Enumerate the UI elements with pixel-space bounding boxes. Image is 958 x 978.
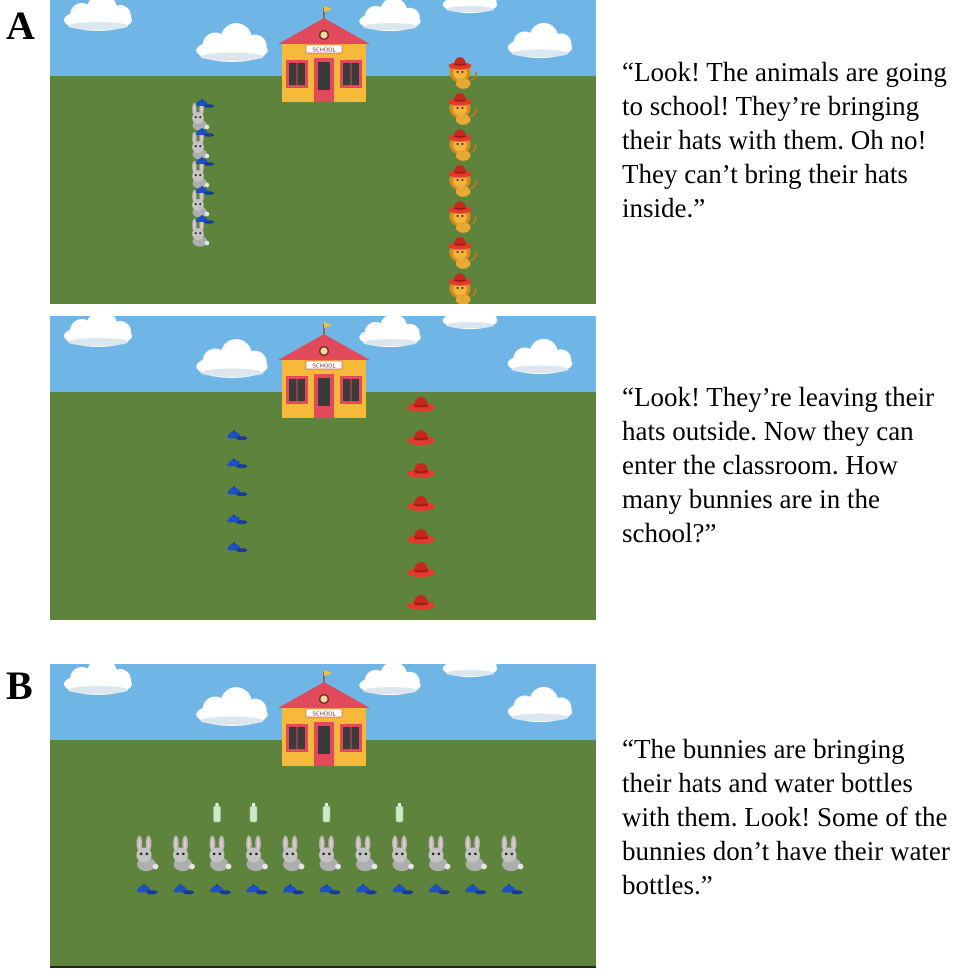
bunny-icon: [282, 835, 305, 872]
cloud: [507, 686, 573, 723]
cloud: [64, 316, 132, 347]
blue-cap-icon: [227, 542, 248, 553]
red-hat-icon: [448, 165, 472, 178]
red-hat-icon: [448, 237, 472, 250]
bunny-icon: [319, 835, 341, 872]
blue-cap-icon: [196, 128, 214, 137]
cloud: [442, 316, 498, 330]
school-building: SCHOOL: [278, 6, 370, 102]
red-hat-icon: [407, 595, 435, 611]
blue-cap-icon: [502, 884, 523, 895]
cloud: [196, 339, 268, 378]
bunny-icon: [192, 189, 210, 218]
bunny-icon: [392, 835, 414, 872]
bunny-icon: [192, 131, 210, 160]
bunny-icon: [465, 835, 487, 872]
blue-cap-icon: [319, 884, 341, 895]
red-hat-icon: [448, 273, 472, 286]
blue-cap-icon: [227, 514, 248, 525]
school-building: SCHOOL: [278, 670, 370, 766]
blue-cap-icon: [196, 215, 214, 224]
bunny-icon: [209, 835, 232, 872]
blue-cap-icon: [196, 157, 214, 166]
blue-cap-icon: [196, 186, 214, 195]
cloud: [507, 338, 573, 375]
blue-cap-icon: [246, 884, 268, 895]
water-bottle-icon: [213, 803, 221, 823]
grass: [50, 76, 596, 304]
school-building: SCHOOL: [278, 322, 370, 418]
blue-cap-icon: [173, 884, 195, 895]
red-hat-icon: [448, 201, 472, 214]
red-hat-icon: [407, 529, 435, 545]
red-hat-icon: [407, 496, 435, 512]
school-sign: SCHOOL: [312, 48, 336, 54]
blue-cap-icon: [227, 458, 248, 469]
bunny-icon: [136, 835, 159, 872]
bunny-icon: [355, 835, 378, 872]
water-bottle-icon: [322, 803, 331, 823]
cloud: [196, 687, 268, 726]
cloud: [64, 0, 132, 31]
blue-cap-icon: [227, 430, 248, 441]
scene-b1-illustration: SCHOOL: [50, 664, 596, 968]
bunny-icon: [173, 835, 195, 872]
red-hat-icon: [407, 430, 435, 446]
blue-cap-icon: [429, 884, 450, 895]
bunny-icon: [428, 835, 451, 872]
blue-cap-icon: [227, 486, 248, 497]
scene-a2-illustration: SCHOOL: [50, 316, 596, 620]
scene-a1: SCHOOL: [50, 0, 596, 304]
water-bottle-icon: [395, 803, 404, 823]
cloud: [64, 664, 132, 695]
cloud: [442, 664, 498, 678]
red-hat-icon: [448, 93, 472, 106]
bunny-icon: [246, 835, 268, 872]
cloud: [359, 316, 421, 348]
panel-letter-b: B: [6, 663, 33, 708]
cloud: [442, 0, 498, 14]
caption-a2: “Look! They’re leaving their hats outsid…: [622, 382, 935, 548]
scene-b1: SCHOOL: [50, 664, 596, 968]
caption-b1: “The bunnies are bringing their hats and…: [622, 734, 950, 900]
bunny-icon: [192, 218, 210, 247]
blue-cap-icon: [210, 884, 231, 895]
cloud: [359, 0, 421, 32]
scene-a1-illustration: SCHOOL: [50, 0, 596, 304]
red-hat-icon: [448, 57, 472, 70]
bunny-icon: [192, 160, 210, 189]
scene-bottom-edge: [50, 966, 596, 968]
cloud: [359, 664, 421, 696]
red-hat-icon: [407, 562, 435, 578]
red-hat-icon: [407, 463, 435, 479]
panel-letter-a: A: [6, 3, 35, 48]
school-sign: SCHOOL: [312, 364, 336, 370]
blue-cap-icon: [137, 884, 158, 895]
blue-cap-icon: [196, 99, 214, 108]
cloud: [507, 22, 573, 59]
caption-a1: “Look! The animals are going to school! …: [622, 57, 947, 223]
blue-cap-icon: [356, 884, 377, 895]
school-sign: SCHOOL: [312, 712, 336, 718]
scene-a2: SCHOOL: [50, 316, 596, 620]
blue-cap-icon: [283, 884, 304, 895]
grass: [50, 392, 596, 620]
red-hat-icon: [407, 397, 435, 413]
water-bottle-icon: [249, 803, 258, 823]
bunny-icon: [501, 835, 524, 872]
red-hat-icon: [448, 129, 472, 142]
blue-cap-icon: [465, 884, 487, 895]
blue-cap-icon: [392, 884, 414, 895]
cloud: [196, 23, 268, 62]
